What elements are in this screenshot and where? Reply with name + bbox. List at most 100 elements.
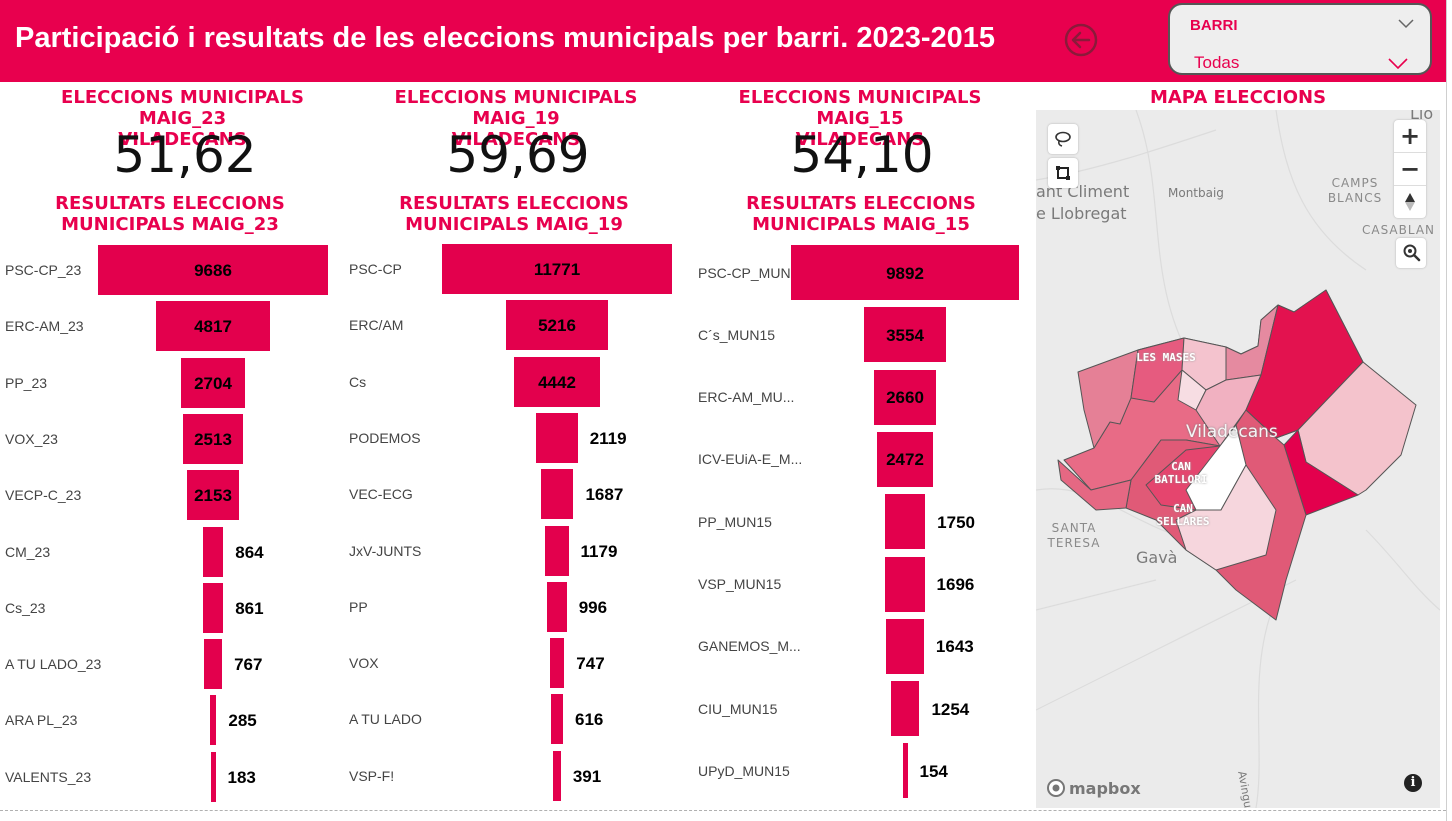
zoom-out-button[interactable]: − <box>1399 155 1421 183</box>
category-label[interactable]: PSC-CP <box>349 261 402 277</box>
result-bar[interactable] <box>885 556 925 612</box>
result-bar[interactable] <box>890 681 920 737</box>
participation-title-text: ELECCIONS MUNICIPALS MAIG_15 <box>738 87 982 129</box>
category-label[interactable]: VSP-F! <box>349 767 395 784</box>
results-title-15: RESULTATS ELECCIONS MUNICIPALS MAIG_15 <box>746 193 976 235</box>
result-bar[interactable] <box>876 431 934 487</box>
result-bar[interactable] <box>791 245 1019 300</box>
result-bar[interactable] <box>886 618 924 674</box>
result-bar[interactable] <box>442 244 672 294</box>
data-label: 183 <box>227 767 256 787</box>
result-bar[interactable] <box>547 581 567 632</box>
data-label: 154 <box>919 761 948 781</box>
result-bar[interactable] <box>545 525 569 576</box>
election-map[interactable]: ant Climent e Llobregat Montbaig CAMPS B… <box>1036 110 1440 808</box>
category-label[interactable]: GANEMOS_M... <box>698 638 801 655</box>
category-label[interactable]: CIU_MUN15 <box>698 700 778 717</box>
map-place-gava: Gavà <box>1136 548 1178 567</box>
result-bar[interactable] <box>98 245 328 295</box>
category-label[interactable]: ICV-EUiA-E_M... <box>698 451 803 468</box>
result-bar[interactable] <box>180 357 246 408</box>
result-bar[interactable] <box>884 494 926 550</box>
category-label[interactable]: PSC-CP_23 <box>5 262 82 278</box>
data-label: 9892 <box>886 263 924 283</box>
page-title: Participació i resultats de les eleccion… <box>15 22 996 54</box>
result-bar[interactable] <box>202 526 224 577</box>
result-bar[interactable] <box>187 470 239 521</box>
result-bar[interactable] <box>540 469 574 520</box>
chevron-down-icon[interactable] <box>1398 17 1414 29</box>
category-label[interactable]: ERC/AM <box>349 317 404 334</box>
category-label[interactable]: VALENTS_23 <box>5 768 92 785</box>
data-label: 616 <box>575 710 604 730</box>
data-label: 996 <box>578 597 608 617</box>
category-label[interactable]: CM_23 <box>5 543 51 560</box>
result-bar[interactable] <box>549 638 565 689</box>
category-label[interactable]: VOX_23 <box>5 430 58 447</box>
participation-title-text: ELECCIONS MUNICIPALS MAIG_19 <box>394 87 638 129</box>
result-bar[interactable] <box>550 694 563 745</box>
map-place-viladecans: Viladecans <box>1186 422 1278 442</box>
category-label[interactable]: ERC-AM_23 <box>5 318 84 335</box>
category-label[interactable]: VOX <box>349 655 379 672</box>
data-label: 5216 <box>538 316 576 336</box>
barri-filter-slicer[interactable]: BARRI Todas <box>1168 3 1432 75</box>
data-label: 1254 <box>931 699 970 719</box>
participation-subtitle-text: VILADECANS <box>451 129 581 150</box>
dropdown-chevron-icon[interactable] <box>1388 57 1408 69</box>
category-label[interactable]: PODEMOS <box>349 429 421 446</box>
result-bar[interactable] <box>513 356 601 407</box>
data-label: 2660 <box>886 388 924 408</box>
result-bar[interactable] <box>902 743 908 799</box>
data-label: 11771 <box>533 260 581 279</box>
category-label[interactable]: Cs_23 <box>5 599 46 616</box>
zoom-in-button[interactable]: + <box>1399 122 1421 150</box>
data-label: 2513 <box>194 429 232 449</box>
category-label[interactable]: ERC-AM_MU... <box>698 389 795 406</box>
map-title: MAPA ELECCIONS <box>1149 87 1327 108</box>
data-label: 4442 <box>538 372 576 392</box>
zoom-search-icon[interactable] <box>1396 238 1426 268</box>
filter-value[interactable]: Todas <box>1194 53 1240 72</box>
category-label[interactable]: ARA PL_23 <box>5 712 78 729</box>
map-place-camps-blancs: CAMPS BLANCS <box>1327 176 1383 205</box>
category-label[interactable]: UPyD_MUN15 <box>698 762 790 779</box>
category-label[interactable]: A TU LADO_23 <box>5 656 102 673</box>
mapbox-attribution[interactable]: mapbox <box>1046 778 1141 798</box>
category-label[interactable]: PP_23 <box>5 374 48 391</box>
category-label[interactable]: PP <box>349 598 368 615</box>
info-icon[interactable]: i <box>1404 774 1422 792</box>
compass-icon[interactable] <box>1394 186 1426 218</box>
data-label: 861 <box>235 598 264 618</box>
result-bar[interactable] <box>203 639 223 690</box>
participation-subtitle-text: VILADECANS <box>118 129 247 150</box>
category-label[interactable]: JxV-JUNTS <box>349 542 422 559</box>
rect-select-icon[interactable] <box>1048 158 1078 188</box>
data-label: 1179 <box>580 541 618 561</box>
result-bar[interactable] <box>536 412 578 463</box>
map-place-santa-teresa: SANTA TERESA <box>1047 521 1101 550</box>
category-label[interactable]: A TU LADO <box>349 711 422 728</box>
data-label: 1750 <box>937 512 975 532</box>
category-label[interactable]: PP_MUN15 <box>698 513 772 530</box>
category-label[interactable]: VEC-ECG <box>349 486 413 503</box>
result-bar[interactable] <box>183 413 243 464</box>
category-label[interactable]: PSC-CP_MUN... <box>698 264 803 281</box>
result-bar[interactable] <box>553 750 561 801</box>
bottom-divider <box>0 810 1446 811</box>
results-title-23: RESULTATS ELECCIONS MUNICIPALS MAIG_23 <box>55 193 285 235</box>
category-label[interactable]: VSP_MUN15 <box>698 576 782 592</box>
data-label: 1696 <box>936 575 975 594</box>
category-label[interactable]: VECP-C_23 <box>5 487 82 504</box>
result-bar[interactable] <box>209 695 217 746</box>
category-label[interactable]: Cs <box>349 373 367 390</box>
lasso-select-icon[interactable] <box>1048 124 1078 154</box>
result-bar[interactable] <box>506 300 608 351</box>
result-bar[interactable] <box>210 751 216 802</box>
result-bar[interactable] <box>864 307 946 363</box>
result-bar[interactable] <box>202 582 224 633</box>
category-label[interactable]: C´s_MUN15 <box>698 326 776 343</box>
result-bar[interactable] <box>874 369 936 425</box>
back-arrow-icon[interactable] <box>1064 23 1098 57</box>
result-bar[interactable] <box>155 301 271 352</box>
